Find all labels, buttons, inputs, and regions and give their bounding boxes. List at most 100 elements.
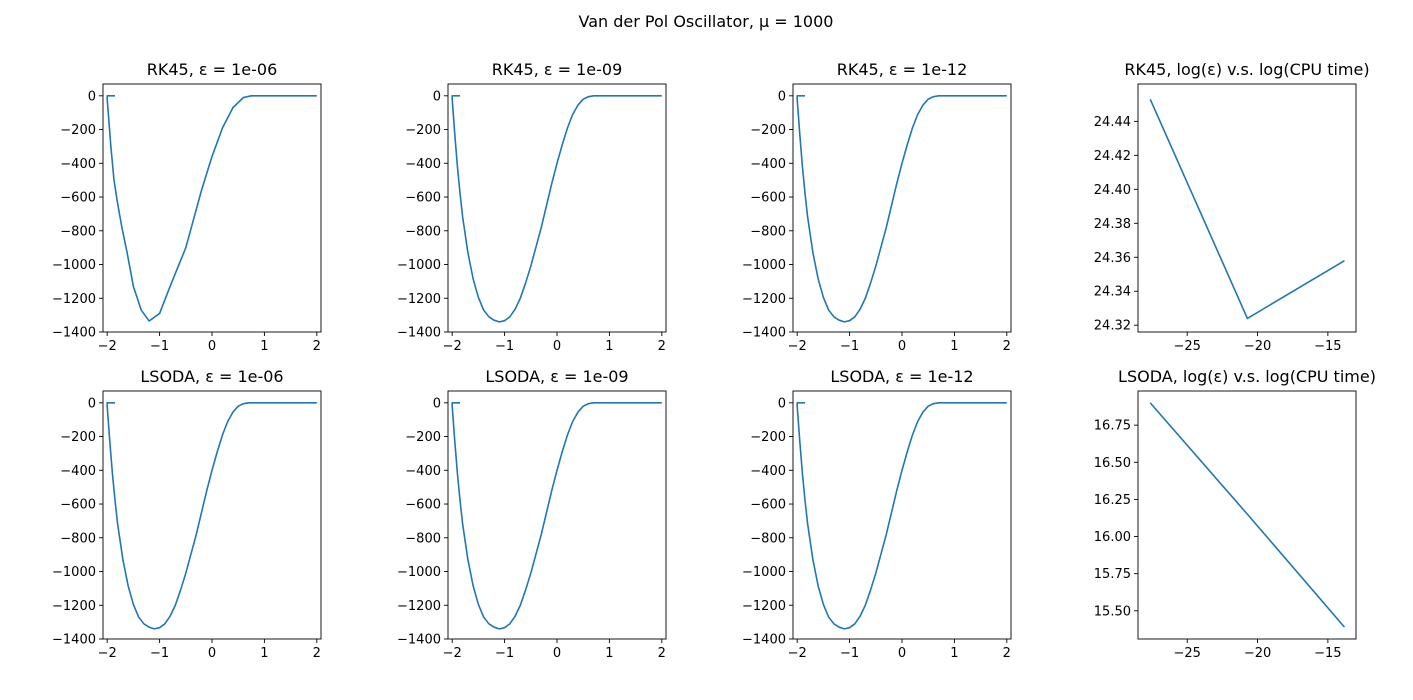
y-tick-label: 0 <box>433 89 441 104</box>
y-tick-label: −1000 <box>397 258 441 273</box>
y-tick-label: 0 <box>88 89 96 104</box>
subplot-title: LSODA, ε = 1e-12 <box>830 367 973 386</box>
y-tick-label: −1000 <box>742 258 786 273</box>
subplot-title: RK45, ε = 1e-09 <box>492 60 623 79</box>
subplot-2: RK45, ε = 1e-09 −2 −1 0 1 2 0 −200 −400 −600 −800 −… <box>397 60 667 354</box>
y-tick-label: 0 <box>778 89 786 104</box>
y-tick-label: −200 <box>405 430 441 445</box>
y-tick-label: 24.38 <box>1094 217 1131 232</box>
y-tick-label: 24.36 <box>1094 251 1131 266</box>
y-tick-label: −600 <box>405 498 441 513</box>
y-tick-label: −1400 <box>742 633 786 648</box>
y-tick-label: −200 <box>60 430 96 445</box>
data-line <box>796 402 1007 630</box>
x-tick-label: 0 <box>553 339 561 354</box>
y-tick-label: −600 <box>60 498 96 513</box>
axes-frame <box>447 390 667 640</box>
y-tick-label: −800 <box>60 224 96 239</box>
subplot-1: RK45, ε = 1e-06 −2 −1 0 1 2 0 −200 −400 −600 −800 −… <box>52 60 322 354</box>
y-tick-label: −800 <box>60 531 96 546</box>
y-tick-label: 15.75 <box>1094 567 1131 582</box>
y-tick-label: −200 <box>60 123 96 138</box>
y-tick-label: −1400 <box>742 326 786 341</box>
y-tick-label: −800 <box>750 531 786 546</box>
y-tick-label: −600 <box>750 498 786 513</box>
x-tick-label: −1 <box>840 339 859 354</box>
x-tick-label: −15 <box>1314 646 1341 661</box>
y-tick-label: −400 <box>60 157 96 172</box>
x-tick-label: 2 <box>1003 646 1011 661</box>
subplot-title: RK45, log(ε) v.s. log(CPU time) <box>1124 60 1369 79</box>
subplot-title: RK45, ε = 1e-12 <box>837 60 968 79</box>
subplot-8: LSODA, log(ε) v.s. log(CPU time) −25 −20 −1… <box>1094 367 1376 661</box>
x-tick-label: −20 <box>1244 646 1271 661</box>
x-tick-label: 0 <box>898 646 906 661</box>
x-tick-label: 2 <box>658 339 666 354</box>
y-tick-label: 0 <box>433 396 441 411</box>
subplot-title: LSODA, log(ε) v.s. log(CPU time) <box>1118 367 1376 386</box>
axes-frame <box>102 390 322 640</box>
y-tick-label: 24.44 <box>1094 115 1131 130</box>
x-tick-label: −2 <box>788 646 807 661</box>
y-tick-label: 16.25 <box>1094 493 1131 508</box>
x-tick-label: 2 <box>313 339 321 354</box>
y-tick-label: −400 <box>405 157 441 172</box>
y-tick-label: 24.40 <box>1094 183 1131 198</box>
data-line <box>451 95 662 323</box>
figure-suptitle: Van der Pol Oscillator, μ = 1000 <box>579 12 834 31</box>
x-tick-label: −2 <box>443 339 462 354</box>
axes-frame <box>447 83 667 333</box>
y-tick-label: −1200 <box>742 599 786 614</box>
x-tick-label: 1 <box>605 646 613 661</box>
subplot-7: LSODA, ε = 1e-12 −2 −1 0 1 2 0 −200 −400 −600 −800… <box>742 367 1012 661</box>
x-tick-label: 2 <box>1003 339 1011 354</box>
subplot-title: RK45, ε = 1e-06 <box>147 60 278 79</box>
x-tick-label: 1 <box>950 339 958 354</box>
y-tick-label: −400 <box>60 464 96 479</box>
data-line <box>796 95 1007 323</box>
y-tick-label: −800 <box>750 224 786 239</box>
x-tick-label: 1 <box>260 339 268 354</box>
subplot-6: LSODA, ε = 1e-09 −2 −1 0 1 2 0 −200 −400 −600 −800… <box>397 367 667 661</box>
y-tick-label: −800 <box>405 531 441 546</box>
subplot-title: LSODA, ε = 1e-09 <box>485 367 628 386</box>
x-tick-label: −25 <box>1174 339 1201 354</box>
y-tick-label: −200 <box>405 123 441 138</box>
x-tick-label: −20 <box>1244 339 1271 354</box>
x-tick-label: −15 <box>1314 339 1341 354</box>
subplot-title: LSODA, ε = 1e-06 <box>140 367 283 386</box>
y-tick-label: 24.34 <box>1094 285 1131 300</box>
y-tick-label: −1200 <box>52 292 96 307</box>
x-tick-label: 1 <box>260 646 268 661</box>
x-tick-label: −2 <box>788 339 807 354</box>
y-tick-label: −1200 <box>397 292 441 307</box>
x-tick-label: 0 <box>208 646 216 661</box>
axes-frame <box>1137 390 1357 640</box>
x-tick-label: −2 <box>98 339 117 354</box>
x-tick-label: −2 <box>443 646 462 661</box>
y-tick-label: −1400 <box>397 633 441 648</box>
y-tick-label: −1400 <box>52 633 96 648</box>
x-tick-label: 2 <box>658 646 666 661</box>
axes-frame <box>792 390 1012 640</box>
y-tick-label: −1000 <box>397 565 441 580</box>
x-tick-label: −1 <box>495 646 514 661</box>
x-tick-label: 1 <box>605 339 613 354</box>
y-tick-label: 16.50 <box>1094 456 1131 471</box>
y-tick-label: −1200 <box>742 292 786 307</box>
y-tick-label: 16.00 <box>1094 530 1131 545</box>
data-line <box>106 402 317 630</box>
y-tick-label: −1200 <box>397 599 441 614</box>
subplot-4: RK45, log(ε) v.s. log(CPU time) −25 −20 −15… <box>1094 60 1370 354</box>
axes-frame <box>1137 83 1357 333</box>
axes-frame <box>792 83 1012 333</box>
subplot-5: LSODA, ε = 1e-06 −2 −1 0 1 2 0 −200 −400 −600 −800… <box>52 367 322 661</box>
y-tick-label: −600 <box>60 191 96 206</box>
subplot-3: RK45, ε = 1e-12 −2 −1 0 1 2 0 −200 −400 −600 −800 −… <box>742 60 1012 354</box>
x-tick-label: 0 <box>553 646 561 661</box>
x-tick-label: −1 <box>495 339 514 354</box>
x-tick-label: −1 <box>150 339 169 354</box>
data-line <box>451 402 662 630</box>
data-line <box>1149 98 1345 320</box>
x-tick-label: −25 <box>1174 646 1201 661</box>
